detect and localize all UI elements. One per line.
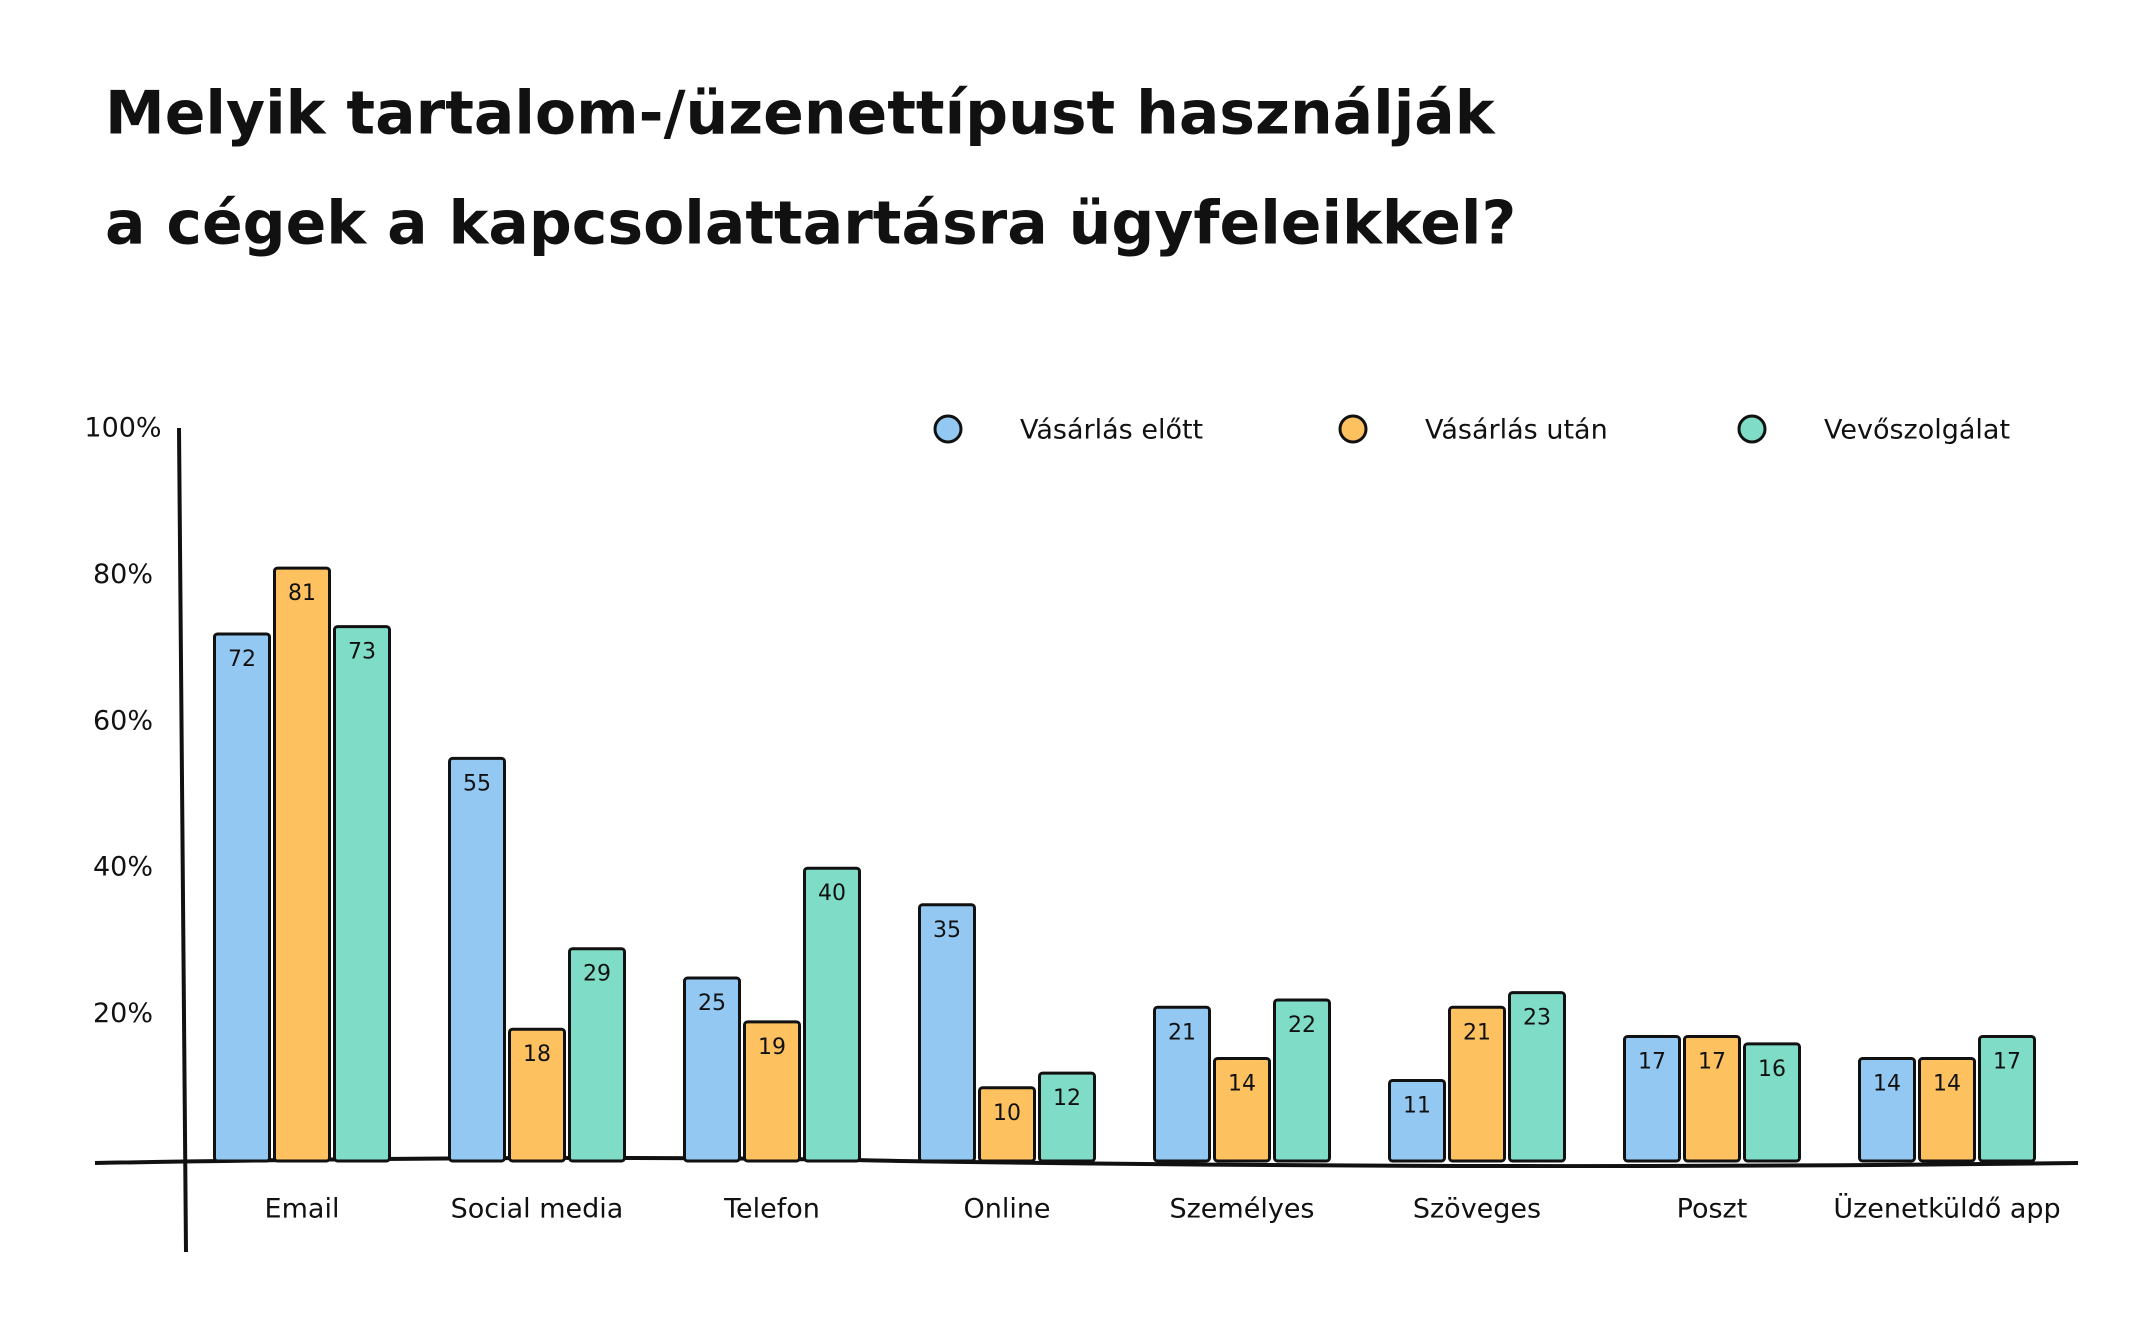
bar [683, 976, 741, 1163]
y-tick-label: 20% [93, 998, 153, 1029]
legend-label: Vevőszolgálat [1824, 415, 2010, 446]
bar [1623, 1035, 1681, 1163]
x-tick-label: Poszt [1677, 1194, 1748, 1225]
bar [978, 1086, 1036, 1163]
value-label: 18 [523, 1042, 551, 1067]
value-label: 72 [228, 647, 256, 672]
value-label: 17 [1698, 1050, 1726, 1075]
value-label: 11 [1403, 1093, 1431, 1118]
bar [918, 903, 976, 1163]
y-tick-label: 60% [93, 705, 153, 736]
value-label: 12 [1053, 1086, 1081, 1111]
chart-title: a cégek a kapcsolattartásra ügyfeleikkel… [105, 189, 1516, 259]
y-axis [177, 427, 188, 1253]
value-label: 25 [698, 991, 726, 1016]
value-label: 55 [463, 771, 491, 796]
value-label: 17 [1993, 1050, 2021, 1075]
bar [1918, 1057, 1976, 1163]
value-label: 17 [1638, 1050, 1666, 1075]
bar [213, 632, 271, 1163]
bar [1508, 991, 1566, 1163]
bar [803, 866, 861, 1163]
bar [1273, 998, 1331, 1163]
chart-title: Melyik tartalom-/üzenettípust használják [105, 79, 1497, 149]
x-tick-label: Online [963, 1194, 1050, 1225]
legend-label: Vásárlás után [1425, 415, 1608, 446]
value-label: 14 [1873, 1072, 1901, 1097]
bar [1388, 1078, 1446, 1163]
bar [1858, 1057, 1916, 1163]
value-label: 16 [1758, 1057, 1786, 1082]
bar [1213, 1057, 1271, 1163]
y-tick-label: 80% [93, 559, 153, 590]
bar [1978, 1035, 2036, 1163]
value-label: 21 [1168, 1020, 1196, 1045]
value-label: 21 [1463, 1020, 1491, 1045]
value-label: 14 [1228, 1072, 1256, 1097]
value-label: 81 [288, 581, 316, 606]
bar [333, 625, 391, 1163]
legend-swatch [1338, 414, 1368, 444]
y-tick-label: 40% [93, 852, 153, 883]
bar [1448, 1005, 1506, 1163]
value-label: 40 [818, 881, 846, 906]
bar [1153, 1005, 1211, 1163]
bar [273, 566, 331, 1163]
value-label: 35 [933, 918, 961, 943]
bar [1038, 1071, 1096, 1163]
value-label: 19 [758, 1035, 786, 1060]
bar [508, 1027, 566, 1163]
value-label: 22 [1288, 1013, 1316, 1038]
y-tick-label: 100% [84, 413, 161, 444]
bar [448, 756, 506, 1163]
bar [1743, 1042, 1801, 1163]
value-label: 29 [583, 962, 611, 987]
x-tick-label: Social media [451, 1194, 624, 1225]
x-tick-label: Telefon [723, 1194, 820, 1225]
x-tick-label: Szöveges [1413, 1194, 1541, 1225]
bar [1683, 1035, 1741, 1163]
value-label: 14 [1933, 1072, 1961, 1097]
bar [568, 947, 626, 1163]
value-label: 73 [348, 640, 376, 665]
bar [743, 1020, 801, 1163]
x-tick-label: Email [265, 1194, 340, 1225]
value-label: 10 [993, 1101, 1021, 1126]
legend-label: Vásárlás előtt [1020, 415, 1203, 446]
value-label: 23 [1523, 1006, 1551, 1031]
x-tick-label: Üzenetküldő app [1833, 1193, 2060, 1225]
legend-swatch [933, 414, 963, 444]
x-tick-label: Személyes [1170, 1194, 1315, 1225]
legend-swatch [1737, 414, 1767, 444]
